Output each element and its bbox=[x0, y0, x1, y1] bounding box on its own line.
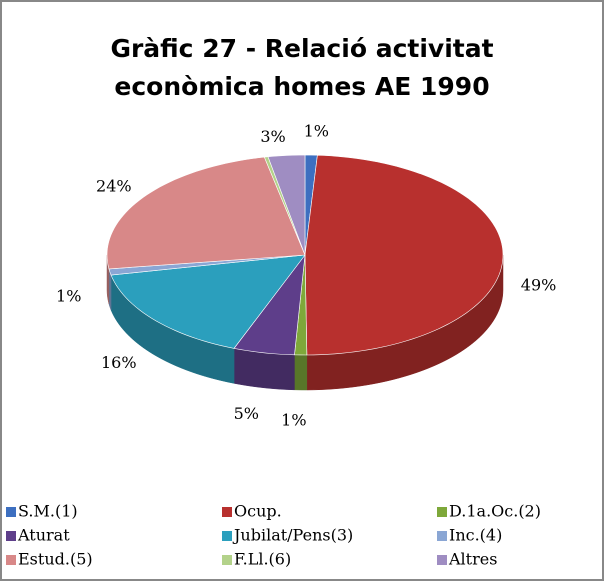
legend-label: S.M.(1) bbox=[18, 502, 78, 521]
pie-slice bbox=[267, 154, 306, 256]
data-label: 16% bbox=[101, 353, 137, 372]
legend-swatch bbox=[437, 507, 447, 517]
legend-label: Estud.(5) bbox=[18, 550, 93, 569]
legend-swatch bbox=[6, 531, 16, 541]
legend-swatch bbox=[437, 531, 447, 541]
pie-slice bbox=[110, 254, 306, 349]
legend-label: Aturat bbox=[17, 526, 70, 545]
legend-label: F.Ll.(6) bbox=[234, 550, 291, 569]
data-label: 3% bbox=[260, 127, 285, 146]
chart-title: Gràfic 27 - Relació activitat bbox=[110, 34, 493, 63]
legend-label: Jubilat/Pens(3) bbox=[232, 526, 353, 545]
legend-swatch bbox=[222, 507, 232, 517]
data-label: 49% bbox=[521, 276, 557, 295]
data-label: 1% bbox=[56, 287, 81, 306]
data-label: 5% bbox=[234, 404, 259, 423]
legend-swatch bbox=[222, 555, 232, 565]
legend-label: Ocup. bbox=[234, 502, 282, 521]
pie-slice bbox=[304, 154, 504, 356]
legend-swatch bbox=[6, 555, 16, 565]
legend-label: Altres bbox=[448, 550, 497, 569]
pie-slice-side bbox=[294, 354, 308, 391]
pie-slice bbox=[233, 253, 306, 356]
chart-title: econòmica homes AE 1990 bbox=[114, 72, 489, 101]
data-label: 24% bbox=[96, 177, 132, 196]
data-label: 1% bbox=[281, 410, 306, 429]
legend-swatch bbox=[222, 531, 232, 541]
legend-swatch bbox=[437, 555, 447, 565]
legend-label: Inc.(4) bbox=[449, 526, 502, 545]
data-label: 1% bbox=[304, 122, 329, 141]
legend-swatch bbox=[6, 507, 16, 517]
pie-slice bbox=[106, 156, 306, 270]
legend-label: D.1a.Oc.(2) bbox=[449, 502, 541, 521]
